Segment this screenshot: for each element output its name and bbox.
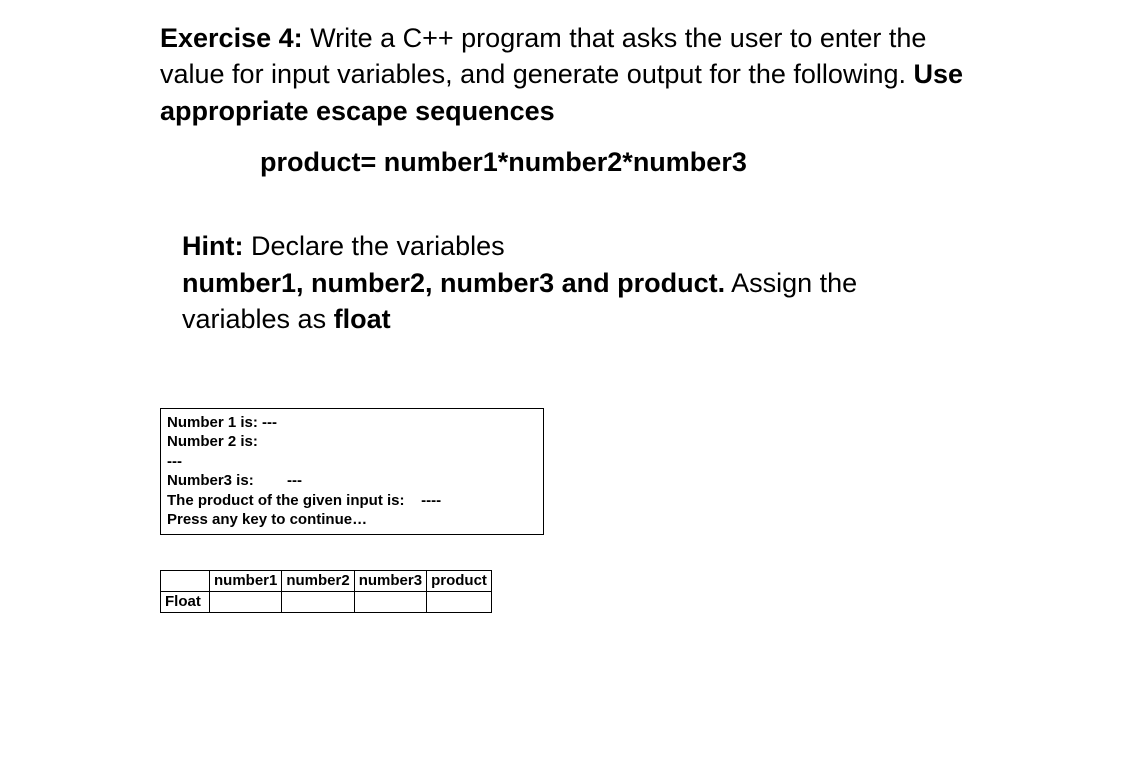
table-header-2: number2	[282, 570, 354, 591]
hint-part1: Declare the variables	[243, 231, 504, 261]
table-cell-3	[354, 591, 426, 612]
output-line-6: Press any key to continue…	[167, 511, 367, 528]
table-header-4: product	[427, 570, 492, 591]
hint-vars: number1, number2, number3 and product.	[182, 268, 725, 298]
hint-label: Hint:	[182, 231, 243, 261]
output-line-5: The product of the given input is: ----	[167, 492, 441, 509]
hint-float: float	[334, 304, 391, 334]
table-data-row: Float	[161, 591, 492, 612]
table-corner	[161, 570, 210, 591]
variable-table: number1 number2 number3 product Float	[160, 570, 492, 613]
output-line-2: Number 2 is:	[167, 433, 258, 450]
sample-output-box: Number 1 is: --- Number 2 is: --- Number…	[160, 408, 544, 535]
table-cell-4	[427, 591, 492, 612]
exercise-paragraph: Exercise 4: Write a C++ program that ask…	[160, 20, 965, 129]
table-header-1: number1	[210, 570, 282, 591]
output-line-4: Number3 is: ---	[167, 472, 302, 489]
table-header-row: number1 number2 number3 product	[161, 570, 492, 591]
table-header-3: number3	[354, 570, 426, 591]
hint-paragraph: Hint: Declare the variables number1, num…	[182, 228, 965, 337]
table-cell-1	[210, 591, 282, 612]
page-container: Exercise 4: Write a C++ program that ask…	[0, 0, 1125, 633]
output-line-3: ---	[167, 453, 182, 470]
table-rowlabel: Float	[161, 591, 210, 612]
exercise-label: Exercise 4:	[160, 23, 303, 53]
table-cell-2	[282, 591, 354, 612]
formula-line: product= number1*number2*number3	[260, 147, 965, 178]
output-line-1: Number 1 is: ---	[167, 414, 277, 431]
